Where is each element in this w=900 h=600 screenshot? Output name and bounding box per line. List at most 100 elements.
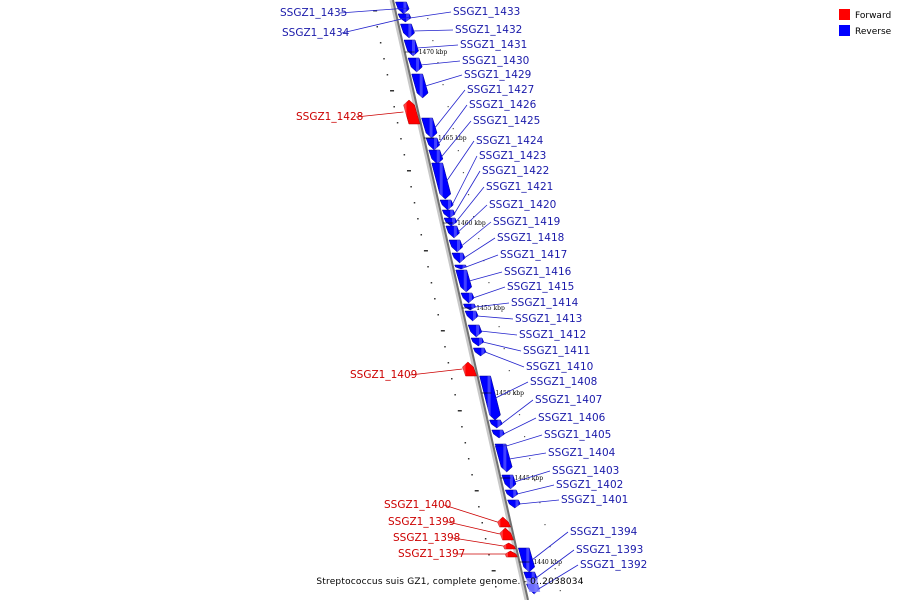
gene-label[interactable]: SSGZ1_1410 — [526, 361, 593, 373]
gene-feature-ssgz1-1406[interactable] — [491, 429, 505, 439]
gene-label[interactable]: SSGZ1_1394 — [570, 526, 638, 538]
gene-feature-ssgz1-1411[interactable] — [470, 337, 485, 347]
gene-feature-ssgz1-1428[interactable] — [403, 99, 421, 125]
gene-feature-ssgz1-1418[interactable] — [451, 252, 466, 264]
leader-line — [535, 549, 575, 579]
gene-feature-ssgz1-1423[interactable] — [439, 199, 454, 211]
gene-label[interactable]: SSGZ1_1400 — [384, 499, 451, 511]
gene-feature-ssgz1-1420[interactable] — [445, 225, 460, 239]
gene-label[interactable]: SSGZ1_1398 — [393, 532, 460, 544]
gene-feature-ssgz1-1416[interactable] — [455, 269, 472, 293]
gene-label[interactable]: SSGZ1_1418 — [497, 232, 564, 244]
gene-label[interactable]: SSGZ1_1393 — [576, 544, 643, 556]
gene-label[interactable]: SSGZ1_1411 — [523, 345, 590, 357]
gene-feature-ssgz1-1417[interactable] — [454, 264, 467, 270]
gene-feature-ssgz1-1398[interactable] — [502, 542, 516, 550]
gene-feature-ssgz1-1410[interactable] — [472, 347, 487, 357]
gene-label[interactable]: SSGZ1_1401 — [561, 494, 628, 506]
gene-label[interactable]: SSGZ1_1425 — [473, 115, 540, 127]
gene-label[interactable]: SSGZ1_1428 — [296, 111, 363, 123]
gene-label[interactable]: SSGZ1_1397 — [398, 548, 465, 560]
gene-label[interactable]: SSGZ1_1435 — [280, 7, 347, 19]
gene-label[interactable]: SSGZ1_1402 — [556, 479, 623, 491]
gene-label[interactable]: SSGZ1_1417 — [500, 249, 567, 261]
gene-labels: SSGZ1_1435 SSGZ1_1434 SSGZ1_1433 SSGZ1_1432… — [280, 6, 647, 590]
gene-feature-ssgz1-1397[interactable] — [504, 550, 518, 558]
gene-label[interactable]: SSGZ1_1406 — [538, 412, 606, 424]
gene-label[interactable]: SSGZ1_1430 — [462, 55, 529, 67]
tick-label: 1445 kbp — [515, 475, 544, 482]
gene-feature-ssgz1-1414[interactable] — [463, 303, 477, 311]
leader-line — [355, 111, 404, 118]
gene-label[interactable]: SSGZ1_1432 — [455, 24, 522, 36]
gene-label[interactable]: SSGZ1_1409 — [350, 369, 417, 381]
leader-line — [477, 315, 514, 320]
gene-label[interactable]: SSGZ1_1433 — [453, 6, 520, 18]
gene-feature-shade — [476, 325, 480, 337]
gene-feature-ssgz1-1404[interactable] — [495, 445, 513, 473]
gene-label[interactable]: SSGZ1_1427 — [467, 84, 534, 96]
gene-feature-ssgz1-1409[interactable] — [462, 361, 477, 377]
gene-label[interactable]: SSGZ1_1422 — [482, 165, 549, 177]
leader-line — [538, 564, 579, 590]
gene-label[interactable]: SSGZ1_1392 — [580, 559, 647, 571]
gene-label[interactable]: SSGZ1_1429 — [464, 69, 531, 81]
gene-label[interactable]: SSGZ1_1412 — [519, 329, 586, 341]
gene-feature-ssgz1-1435[interactable] — [395, 1, 410, 15]
gene-feature-ssgz1-1427[interactable] — [421, 117, 438, 139]
gene-feature-ssgz1-1421[interactable] — [443, 217, 458, 227]
gene-feature-ssgz1-1407[interactable] — [489, 419, 503, 429]
track-dot — [559, 590, 561, 592]
gene-feature-ssgz1-1432[interactable] — [400, 23, 415, 39]
gene-feature-ssgz1-1400[interactable] — [497, 516, 511, 528]
gene-label[interactable]: SSGZ1_1424 — [476, 135, 544, 147]
gene-feature-ssgz1-1425[interactable] — [428, 149, 444, 165]
gene-label[interactable]: SSGZ1_1408 — [530, 376, 597, 388]
gene-feature-ssgz1-1430[interactable] — [407, 57, 423, 73]
gene-label[interactable]: SSGZ1_1403 — [552, 465, 619, 477]
track-dot — [427, 18, 429, 20]
track-dot — [518, 414, 521, 416]
gene-feature-shade — [513, 490, 517, 498]
leader-line — [416, 44, 459, 49]
gene-label[interactable]: SSGZ1_1407 — [535, 394, 602, 406]
gene-feature-ssgz1-1401[interactable] — [507, 499, 521, 509]
tick-label: 1455 kbp — [476, 305, 505, 312]
track-dot — [488, 554, 490, 556]
gene-label[interactable]: SSGZ1_1423 — [479, 150, 546, 162]
gene-label[interactable]: SSGZ1_1414 — [511, 297, 579, 309]
gene-feature-ssgz1-1422[interactable] — [441, 209, 456, 219]
gene-label[interactable]: SSGZ1_1413 — [515, 313, 582, 325]
leader-line — [501, 399, 534, 425]
tick-label: 1440 kbp — [533, 559, 562, 566]
gene-label[interactable]: SSGZ1_1415 — [507, 281, 574, 293]
gene-feature-ssgz1-1413[interactable] — [464, 310, 479, 322]
gene-label[interactable]: SSGZ1_1420 — [489, 199, 556, 211]
gene-feature-ssgz1-1431[interactable] — [403, 39, 419, 57]
gene-feature-ssgz1-1403[interactable] — [501, 474, 517, 490]
gene-label[interactable]: SSGZ1_1434 — [282, 27, 350, 39]
gene-feature-ssgz1-1399[interactable] — [499, 527, 514, 541]
gene-feature-ssgz1-1394[interactable] — [517, 547, 535, 573]
gene-label[interactable]: SSGZ1_1419 — [493, 216, 560, 228]
gene-label[interactable]: SSGZ1_1426 — [469, 99, 537, 111]
gene-feature-ssgz1-1412[interactable] — [467, 324, 483, 338]
gene-feature-ssgz1-1424[interactable] — [431, 162, 452, 200]
gene-feature-ssgz1-1426[interactable] — [425, 137, 441, 151]
gene-feature-ssgz1-1402[interactable] — [504, 489, 519, 499]
gene-feature-ssgz1-1408[interactable] — [479, 375, 501, 421]
gene-feature-ssgz1-1415[interactable] — [460, 292, 475, 304]
gene-label[interactable]: SSGZ1_1431 — [460, 39, 527, 51]
leader-line — [519, 499, 560, 505]
gene-feature-ssgz1-1419[interactable] — [448, 239, 463, 253]
gene-feature-ssgz1-1429[interactable] — [411, 73, 429, 99]
track-dot — [396, 122, 399, 124]
gene-label[interactable]: SSGZ1_1416 — [504, 266, 572, 278]
track-dot — [544, 524, 546, 526]
gene-label[interactable]: SSGZ1_1399 — [388, 516, 455, 528]
track-dot — [413, 202, 416, 204]
track-dot — [513, 392, 516, 394]
gene-label[interactable]: SSGZ1_1404 — [548, 447, 616, 459]
gene-label[interactable]: SSGZ1_1421 — [486, 181, 553, 193]
gene-label[interactable]: SSGZ1_1405 — [544, 429, 611, 441]
